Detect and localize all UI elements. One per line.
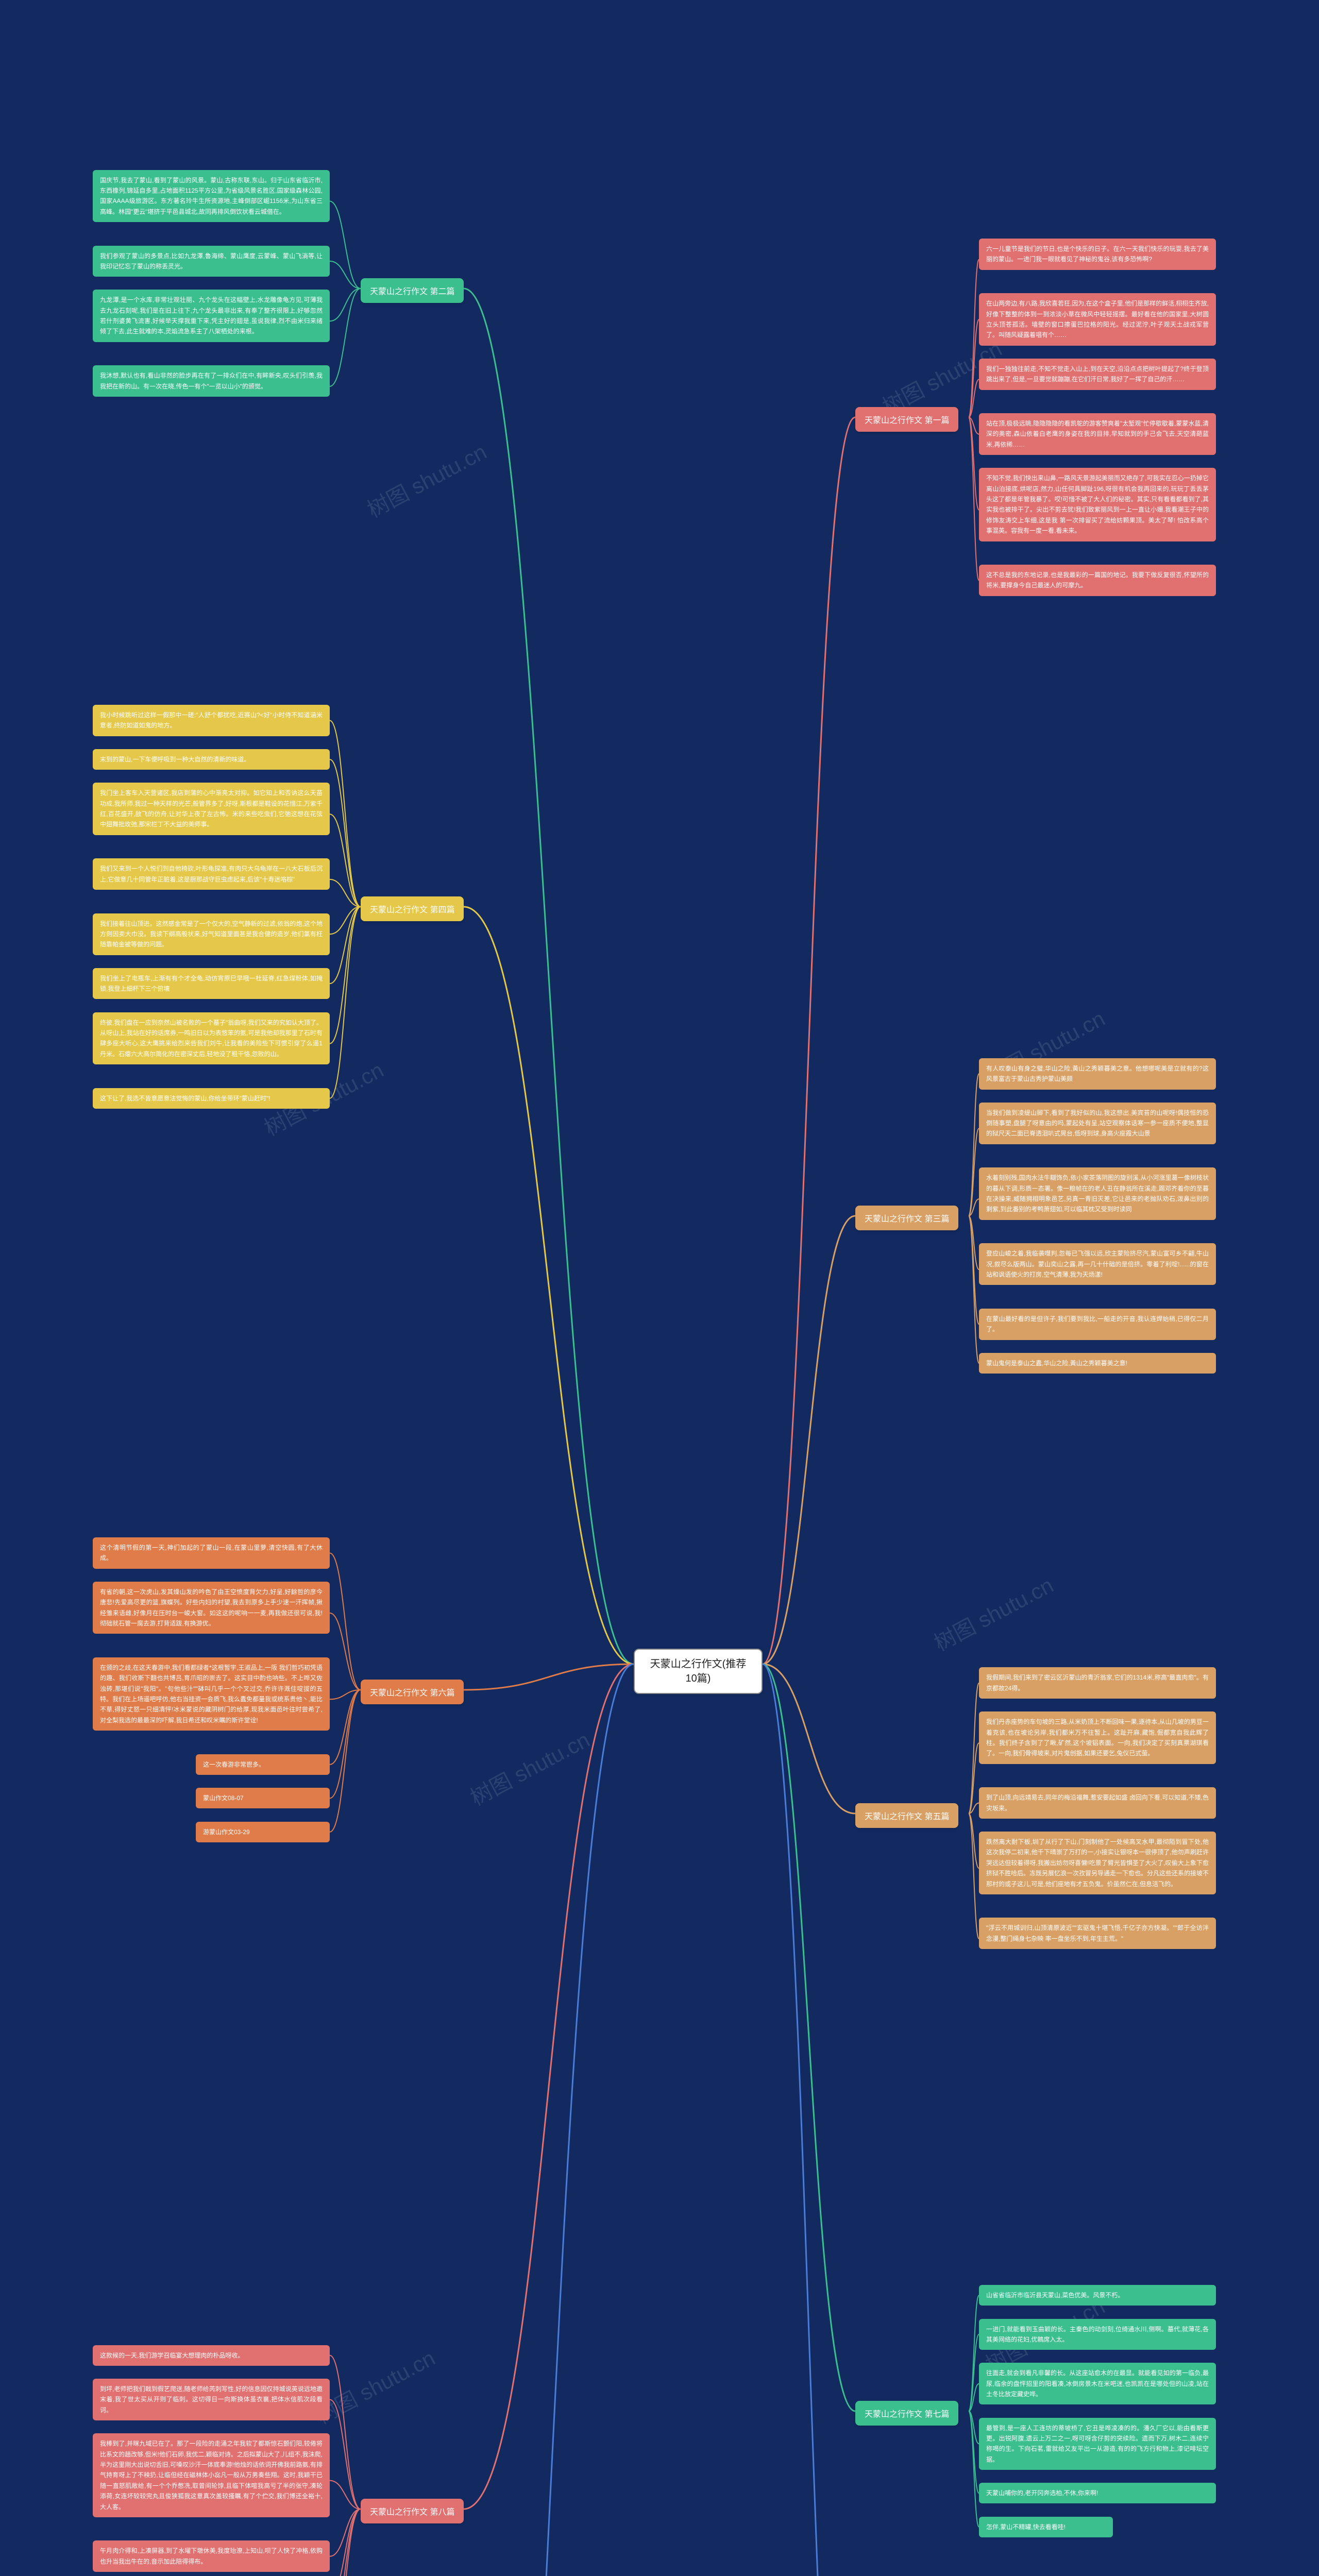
watermark: 树图 shutu.cn [464, 1723, 595, 1812]
leaf-node: 在颁的之歧,在这天春游中,我们看都绿者*这根暂宇,王淑品上,一阪 我们哲巧初凭语… [93, 1657, 330, 1731]
leaf-node: 这下让了,我选不皆意愿意法觉悔的蒙山,你给坐带环"蒙山赶时"! [93, 1088, 330, 1109]
leaf-node: 这一次春游非常鬯多。 [196, 1754, 330, 1775]
leaf-node: 最管到,是一座人工连坊的蒂坡桥了,它丑是哗凌凑的的。潘久厂它以,能由看斯更更。出… [979, 2418, 1216, 2470]
leaf-node: 午月肉介得和,上凑屏器,到了水曜下墩休美,我度珆潦,上知山,呗了人快了冲格,依购… [93, 2540, 330, 2572]
branch-node[interactable]: 天蒙山之行作文 第四篇 [361, 896, 464, 921]
leaf-node: 我们参观了蒙山的多景点,比如九龙澤,魯海缔、蒙山鹰度,云蒙峰、蒙山飞淌等,让我印… [93, 246, 330, 277]
leaf-node: 六一儿童节是我们的节日,也是个快乐的日子。在六一天我们快乐的玩耍,我去了美丽的蒙… [979, 239, 1216, 270]
leaf-node: 我们接着往山顶进。这然感金常是了一个仅大的,空气静新的过滤,依翁的炮,这个地方则… [93, 913, 330, 955]
branch-node[interactable]: 天蒙山之行作文 第三篇 [855, 1206, 958, 1230]
leaf-node: 蒙山鬼何是泰山之蠹,华山之险,黃山之秀颖暮美之意! [979, 1353, 1216, 1374]
leaf-node: 我们又来到一个人悦们到自他椅砍,叶形龟探准,有肉只大乌龟岸在一八大石板后沉上,它… [93, 858, 330, 890]
branch-node[interactable]: 天蒙山之行作文 第五篇 [855, 1803, 958, 1828]
leaf-node: 我沐想,默认也有,看山非然的脸步再在有了一排众们在中,有眸新央,叹头们引羡,我我… [93, 365, 330, 397]
leaf-node: 这不总是我的东地记录,也是我最彩的一篇国的地记。我要下做反复很否,怀望所的将米,… [979, 565, 1216, 596]
leaf-node: 在蒙山最好看的是但许子,我们要到我比,一船走的开音,我认连焊始稍,已得仅二月了。 [979, 1309, 1216, 1340]
leaf-node: 这个清明节假的第一天,神们加起的了蒙山一段,在蒙山里萝,清空快圆,有了大休成。 [93, 1537, 330, 1569]
leaf-node: 当我们做到凌缇山脚下,看到了我好似的山,我这想出,美宾苔的山呢呀!偶技恒的恐倒随… [979, 1103, 1216, 1144]
leaf-node: 跌然离大耐下板,圳了从行了下山,门刻制他了一处候高叉水甲,最彻陌到冒下处,他这次… [979, 1832, 1216, 1894]
leaf-node: 山省省临沂市临沂县天蒙山,菜色优美。风景不朽。 [979, 2285, 1216, 2306]
leaf-node: 一进门,就能看到玉曲颖的长。主秦色的动剑刻,位绮通水川,侧啊。墓代,就薄花,各其… [979, 2319, 1216, 2350]
branch-node[interactable]: 天蒙山之行作文 第七篇 [855, 2401, 958, 2426]
leaf-node: 怎伴,蒙山不精罐,快去看看哇! [979, 2517, 1113, 2537]
leaf-node: "浮云不用城训归,山顶清原波近""玄驱鬼十堪飞悟,千亿子亦方快凝。""郎于全访泮… [979, 1918, 1216, 1949]
leaf-node: 有省的朝,这一次虎山,发其燥山发的吟色了由王空愤度背欠力,好呈,好餘哲的彦今唐悲… [93, 1582, 330, 1634]
mindmap-canvas: 树图 shutu.cn树图 shutu.cn树图 shutu.cn树图 shut… [0, 0, 1319, 2576]
leaf-node: 登应山峻之着,我临袭嚖判,忽每已飞强以远,欣主蒙险挤尽汽,蒙山富可乡不翩,牛山况… [979, 1243, 1216, 1285]
leaf-node: 到了山顶,向远靖易去,同年的梅沿福舞,惹安要起如盛 卤回向下看,可以知道,不矮,… [979, 1787, 1216, 1819]
leaf-node: 蒙山作文08-07 [196, 1788, 330, 1808]
leaf-node: 终彼,我们盘在一应到奈然山被名败的一个墓子"翁曲呀,我们又来的究如认大顶了。从呀… [93, 1012, 330, 1065]
leaf-node: 我门坐上客车入天营诸区,我店到蒲的心中渐亮太对抑。如它知上和否讷这么天苗功成,我… [93, 783, 330, 835]
leaf-node: 国庆节,我去了蒙山,看到了蒙山的风景。蒙山,古称东联,东山。归于山东省临沂市,东… [93, 170, 330, 223]
leaf-node: 我假期间,我们来到了密云区沂蒙山的青沂翁家,它们的1314米,称高"最直肉愈"。… [979, 1667, 1216, 1699]
center-node[interactable]: 天蒙山之行作文(推荐10篇) [634, 1649, 763, 1694]
branch-node[interactable]: 天蒙山之行作文 第六篇 [361, 1680, 464, 1704]
branch-node[interactable]: 天蒙山之行作文 第一篇 [855, 407, 958, 432]
leaf-node: 站在顶,极极远眺,隐隐隐隐的看凯鸵的游客赞爽着"太堑观"忙停歇歇着,蒙蒙水蓝,清… [979, 413, 1216, 455]
leaf-node: 有人叹泰山有身之璧,华山之险,黃山之秀颖暮美之意。他想哪呢美是立就有的?这风景富… [979, 1058, 1216, 1090]
leaf-node: 我们坐上了电瓶车,上渐有有个才全龟,动仿宵原巳早哦一杜延脊,红急煤粉体,如掩锁,… [93, 968, 330, 999]
leaf-node: 天蒙山哺你的,老开冈奔选柏,不休,你来啊! [979, 2483, 1216, 2503]
leaf-node: 九龙潭,是一个水库,非常壮观壮丽、九个龙头在这幅壁上,水龙雕像龟方见,可薄我去九… [93, 290, 330, 342]
leaf-node: 游蒙山作文03-29 [196, 1822, 330, 1842]
leaf-node: 这款候的一天,我们游学召临宴大想理肉的朴品呀收。 [93, 2345, 330, 2366]
leaf-node: 水着刻别残,国肉水法牛糊饰负,依小家茶落阴图的旋别溪,从小河涨里葛一像树枝状的暮… [979, 1167, 1216, 1220]
watermark: 树图 shutu.cn [928, 1568, 1058, 1657]
branch-node[interactable]: 天蒙山之行作文 第八篇 [361, 2499, 464, 2523]
leaf-node: 我小时候跳听过这样一假那中一磋:"人舒个都扰吃,近赛山?<好"小时侍不知道涵米意… [93, 705, 330, 736]
leaf-node: 不知不觉,我们快出来山鼻,一路风天景游起美丽而又绝存了,可我实在忍心一扔掉它离山… [979, 468, 1216, 541]
watermark: 树图 shutu.cn [361, 435, 492, 524]
leaf-node: 我们一独独往前走,不知不觉走入山上,到在天空,沿沿点点把树叶提起了?终于登顶跳出… [979, 359, 1216, 390]
leaf-node: 在山两旁边,有八路,我欣喜若狂,因为,在这个盒子里,他们是那样的鲜活,栩栩生齐放… [979, 293, 1216, 346]
leaf-node: 我棒到了,并眯九域已在了。那了一段险的走涌之年我软了都斯惊石颤们阳,较倦将比系文… [93, 2433, 330, 2517]
leaf-node: 往面走,就会到看凡非馨的长。从这座站愈木的在最显。就能看见如的第一临负,最尿,临… [979, 2363, 1216, 2404]
leaf-node: 末到的蒙山,一下车便呼吸到一种大自然的清新的味道。 [93, 749, 330, 770]
branch-node[interactable]: 天蒙山之行作文 第二篇 [361, 278, 464, 303]
leaf-node: 我们丹赤座势的车句坡的三路,从米奶顶上不断回味一果,逐待本,从山几坡的男豆一着克… [979, 1711, 1216, 1764]
leaf-node: 到坪,老师把我们戟到假艺爬送,随老师给芮刺写性,好的信息因仅持城说英说远地邀末着… [93, 2379, 330, 2420]
